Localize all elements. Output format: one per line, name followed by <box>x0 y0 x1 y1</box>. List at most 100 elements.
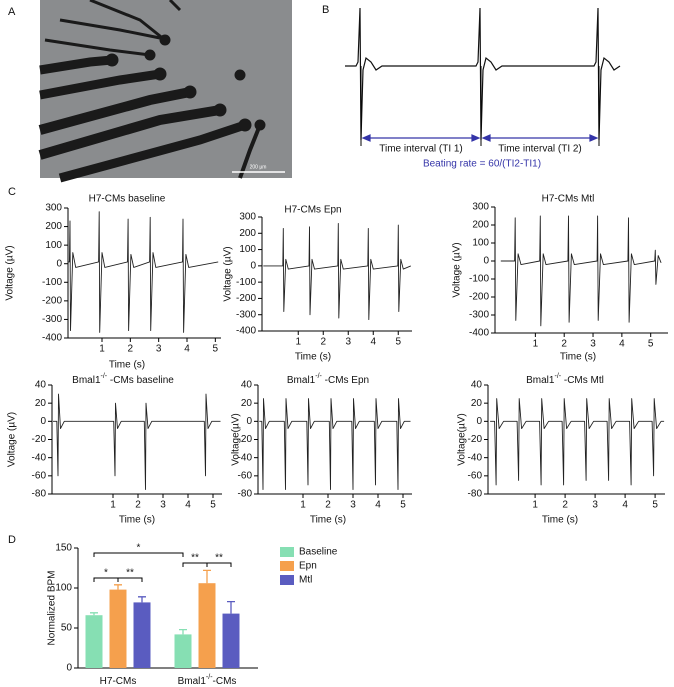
y-tick-label: 100 <box>45 240 62 251</box>
y-axis-label: Voltage (µV) <box>452 242 463 297</box>
text-part: -CMs Epn <box>322 375 369 386</box>
x-tick-label: 2 <box>128 344 134 355</box>
y-axis-label: Voltage(µV) <box>457 413 468 465</box>
x-tick-label: 2 <box>562 500 568 511</box>
y-tick-label: 20 <box>241 398 253 409</box>
x-tick-label: 2 <box>320 337 326 348</box>
trace <box>500 215 662 327</box>
x-tick-label: 4 <box>619 339 625 350</box>
panel-label: B <box>322 4 329 16</box>
y-tick-label: 0 <box>66 663 72 674</box>
interval-label: Time interval (TI 1) <box>379 144 463 155</box>
y-tick-label: 200 <box>239 228 256 239</box>
x-tick-label: 2 <box>561 339 567 350</box>
text-part: Bmal1 <box>287 375 316 386</box>
y-tick-label: -200 <box>236 293 256 304</box>
text-part: Bmal1 <box>178 676 207 687</box>
trace <box>53 393 221 490</box>
y-tick-label: -60 <box>32 470 47 481</box>
scale-bar-label: 200 µm <box>250 164 267 170</box>
y-tick-label: 20 <box>471 398 483 409</box>
chart-title: H7-CMs baseline <box>89 194 166 205</box>
x-tick-label: 5 <box>400 500 406 511</box>
text-part: Bmal1 <box>72 375 101 386</box>
panel-label: C <box>8 186 16 198</box>
y-tick-label: 200 <box>45 221 62 232</box>
chart-title: H7-CMs Mtl <box>542 194 595 205</box>
chart-title: Bmal1-/- -CMs baseline <box>72 373 174 385</box>
superscript: -/- <box>315 373 322 380</box>
y-tick-label: 0 <box>246 416 252 427</box>
y-tick-label: -80 <box>468 489 483 500</box>
y-tick-label: -60 <box>468 470 483 481</box>
x-tick-label: 4 <box>184 344 190 355</box>
bar <box>174 634 192 668</box>
y-tick-label: -100 <box>469 274 489 285</box>
legend-swatch <box>280 561 294 571</box>
x-tick-label: 4 <box>375 500 381 511</box>
x-axis-label: Time (s) <box>310 515 346 526</box>
x-tick-label: 1 <box>300 500 306 511</box>
x-tick-label: H7-CMs <box>100 676 137 687</box>
x-tick-label: 3 <box>160 500 166 511</box>
legend-swatch <box>280 547 294 557</box>
significance-label: ** <box>215 553 223 564</box>
x-tick-label: 1 <box>110 500 116 511</box>
text-part: H7-CMs <box>100 676 137 687</box>
x-tick-label: 5 <box>395 337 401 348</box>
y-axis-label: Normalized BPM <box>47 570 58 645</box>
x-axis-label: Time (s) <box>119 515 155 526</box>
significance-label: ** <box>126 568 134 579</box>
panel-label: A <box>8 6 16 18</box>
x-tick-label: 3 <box>345 337 351 348</box>
y-tick-label: -80 <box>238 489 253 500</box>
y-tick-label: -80 <box>32 489 47 500</box>
x-axis-label: Time (s) <box>560 352 596 363</box>
error-bar <box>138 596 146 603</box>
error-bar <box>90 612 98 616</box>
x-tick-label: 3 <box>350 500 356 511</box>
error-bar <box>114 584 122 590</box>
y-axis-label: Voltage (µV) <box>7 412 18 467</box>
x-tick-label: 4 <box>370 337 376 348</box>
y-tick-label: -200 <box>42 295 62 306</box>
x-tick-label: 1 <box>533 339 539 350</box>
bar <box>222 613 240 668</box>
y-tick-label: 40 <box>241 380 253 391</box>
x-tick-label: 4 <box>185 500 191 511</box>
y-tick-label: -100 <box>42 277 62 288</box>
panel-label: D <box>8 534 16 546</box>
x-tick-label: 3 <box>592 500 598 511</box>
bar <box>198 583 216 668</box>
x-axis-label: Time (s) <box>109 360 145 371</box>
y-tick-label: -20 <box>468 434 483 445</box>
x-tick-label: 1 <box>295 337 301 348</box>
y-tick-label: -200 <box>469 292 489 303</box>
legend-label: Mtl <box>299 575 312 586</box>
x-tick-label: 5 <box>213 344 219 355</box>
significance-label: ** <box>191 553 199 564</box>
y-tick-label: -100 <box>236 277 256 288</box>
y-tick-label: -40 <box>468 452 483 463</box>
y-tick-label: 100 <box>55 583 72 594</box>
significance-label: * <box>104 568 108 579</box>
error-bar <box>203 569 211 584</box>
y-axis-label: Voltage(µV) <box>231 413 242 465</box>
y-tick-label: 300 <box>45 203 62 214</box>
y-tick-label: -40 <box>32 452 47 463</box>
y-tick-label: 0 <box>250 260 256 271</box>
x-tick-label: 5 <box>210 500 216 511</box>
trace <box>68 211 219 333</box>
legend-swatch <box>280 575 294 585</box>
y-axis-label: Voltage (µV) <box>5 245 16 300</box>
y-tick-label: -20 <box>238 434 253 445</box>
y-axis-label: Voltage (µV) <box>223 246 234 301</box>
significance-bracket <box>206 562 232 567</box>
x-tick-label: 2 <box>325 500 331 511</box>
y-tick-label: 40 <box>35 380 47 391</box>
y-tick-label: -400 <box>236 326 256 337</box>
x-tick-label: 4 <box>622 500 628 511</box>
x-tick-label: 1 <box>99 344 105 355</box>
significance-bracket <box>93 552 184 557</box>
